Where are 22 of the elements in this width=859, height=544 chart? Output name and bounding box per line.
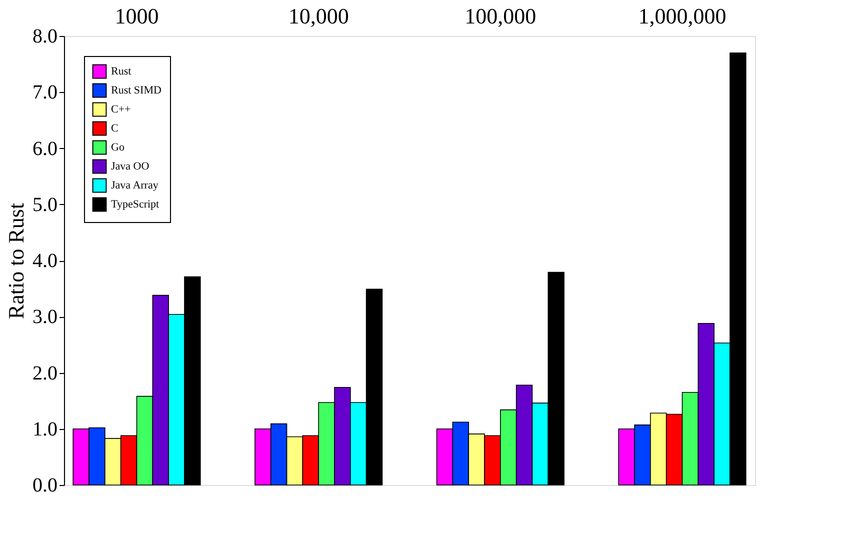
y-tick-label: 5.0 bbox=[32, 194, 58, 216]
y-tick-label: 6.0 bbox=[32, 138, 58, 160]
y-tick-label: 3.0 bbox=[32, 306, 58, 328]
y-tick-label: 8.0 bbox=[32, 26, 58, 48]
legend-label: TypeScript bbox=[111, 198, 160, 210]
legend-label: C bbox=[111, 122, 118, 134]
x-tick-label: 1000 bbox=[114, 4, 159, 28]
y-tick-label: 4.0 bbox=[32, 250, 58, 272]
x-tick-label: 100,000 bbox=[464, 4, 536, 28]
legend-label: Java OO bbox=[111, 160, 150, 172]
y-tick-label: 7.0 bbox=[32, 82, 58, 104]
y-tick-label: 2.0 bbox=[32, 362, 58, 384]
legend-label: Rust bbox=[111, 66, 132, 78]
x-tick-label: 1,000,000 bbox=[638, 4, 726, 28]
legend-label: Java Array bbox=[111, 180, 159, 192]
y-tick-label: 0.0 bbox=[32, 474, 58, 496]
legend-label: Go bbox=[111, 142, 125, 154]
x-tick-label: 10,000 bbox=[288, 4, 349, 28]
y-tick-label: 1.0 bbox=[32, 418, 58, 440]
legend-label: Rust SIMD bbox=[111, 84, 162, 96]
legend-label: C++ bbox=[111, 104, 131, 116]
y-axis-title: Ratio to Rust bbox=[4, 202, 28, 320]
